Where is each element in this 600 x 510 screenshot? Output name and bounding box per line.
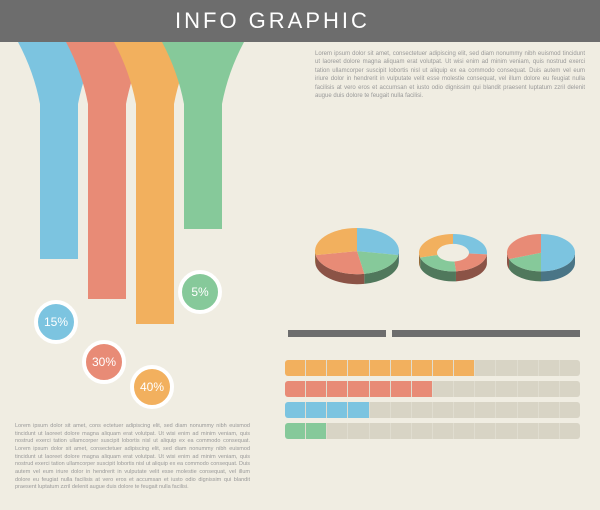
progress-segment: [306, 423, 327, 439]
page-title: INFO GRAPHIC: [175, 8, 370, 34]
progress-segment: [306, 381, 327, 397]
progress-segment: [560, 423, 580, 439]
progress-segment: [539, 402, 560, 418]
horizontal-bars: [288, 330, 580, 337]
progress-bars: [285, 360, 580, 444]
pie-chart: [504, 231, 578, 297]
progress-segment: [539, 423, 560, 439]
progress-segment: [475, 402, 496, 418]
progress-segment: [496, 423, 517, 439]
progress-segment: [327, 381, 348, 397]
progress-row: [285, 381, 580, 397]
pie-slice: [419, 234, 453, 258]
footer-text: Lorem ipsum dolor sit amet, cons ectetue…: [15, 423, 250, 492]
progress-segment: [496, 360, 517, 376]
progress-segment: [285, 402, 306, 418]
progress-segment: [412, 423, 433, 439]
pie-charts: [312, 225, 578, 303]
progress-segment: [391, 360, 412, 376]
pie-chart: [312, 225, 402, 303]
progress-segment: [539, 381, 560, 397]
progress-segment: [518, 423, 539, 439]
progress-segment: [518, 381, 539, 397]
ribbon-percent-badge: 30%: [82, 340, 126, 384]
progress-segment: [454, 381, 475, 397]
ribbon-percent-badge: 15%: [34, 300, 78, 344]
progress-segment: [475, 381, 496, 397]
progress-segment: [454, 402, 475, 418]
progress-segment: [412, 402, 433, 418]
progress-segment: [475, 360, 496, 376]
pie-slice: [315, 228, 357, 255]
progress-segment: [348, 381, 369, 397]
progress-segment: [496, 402, 517, 418]
progress-row: [285, 360, 580, 376]
progress-segment: [518, 402, 539, 418]
progress-segment: [285, 360, 306, 376]
progress-segment: [327, 423, 348, 439]
divider-bar: [392, 330, 580, 337]
progress-segment: [391, 381, 412, 397]
progress-segment: [518, 360, 539, 376]
header: INFO GRAPHIC: [0, 0, 600, 42]
progress-segment: [348, 360, 369, 376]
progress-segment: [433, 381, 454, 397]
progress-segment: [370, 360, 391, 376]
progress-segment: [454, 423, 475, 439]
pie-slice: [357, 228, 399, 255]
progress-segment: [433, 360, 454, 376]
progress-segment: [306, 402, 327, 418]
ribbon-percent-badge: 40%: [130, 365, 174, 409]
progress-segment: [412, 360, 433, 376]
progress-segment: [327, 360, 348, 376]
progress-segment: [475, 423, 496, 439]
progress-segment: [370, 423, 391, 439]
progress-segment: [285, 381, 306, 397]
progress-segment: [433, 402, 454, 418]
progress-segment: [391, 402, 412, 418]
progress-segment: [539, 360, 560, 376]
progress-segment: [560, 381, 580, 397]
progress-segment: [412, 381, 433, 397]
progress-segment: [496, 381, 517, 397]
progress-segment: [560, 402, 580, 418]
progress-segment: [433, 423, 454, 439]
ribbon-chart: 15%30%40%5%: [0, 42, 600, 162]
progress-segment: [370, 402, 391, 418]
divider-bar: [288, 330, 386, 337]
progress-segment: [348, 423, 369, 439]
progress-segment: [285, 423, 306, 439]
progress-segment: [560, 360, 580, 376]
progress-segment: [370, 381, 391, 397]
ribbon-percent-badge: 5%: [178, 270, 222, 314]
progress-segment: [348, 402, 369, 418]
pie-slice: [453, 234, 487, 254]
progress-segment: [454, 360, 475, 376]
progress-segment: [391, 423, 412, 439]
progress-row: [285, 423, 580, 439]
progress-row: [285, 402, 580, 418]
progress-segment: [327, 402, 348, 418]
pie-chart: [416, 231, 490, 297]
progress-segment: [306, 360, 327, 376]
